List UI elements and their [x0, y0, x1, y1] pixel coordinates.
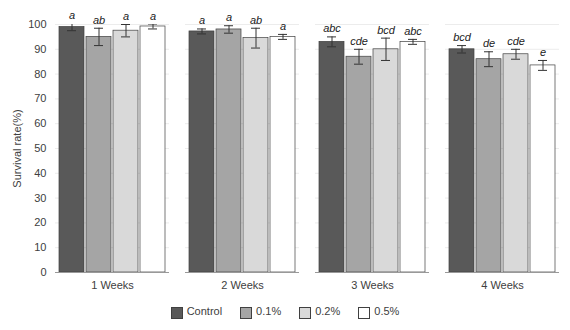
svg-text:ab: ab [93, 14, 105, 26]
svg-text:a: a [199, 14, 205, 26]
svg-text:30: 30 [34, 192, 46, 204]
svg-text:de: de [483, 37, 495, 49]
svg-text:10: 10 [34, 241, 46, 253]
svg-text:cde: cde [507, 35, 525, 47]
svg-text:a: a [226, 11, 232, 23]
svg-text:abc: abc [323, 22, 341, 34]
svg-text:a: a [69, 9, 75, 21]
svg-text:3 Weeks: 3 Weeks [351, 279, 394, 291]
svg-text:abc: abc [404, 25, 422, 37]
svg-text:90: 90 [34, 43, 46, 55]
svg-text:4 Weeks: 4 Weeks [481, 279, 524, 291]
svg-text:70: 70 [34, 92, 46, 104]
svg-text:bcd: bcd [377, 24, 396, 36]
svg-text:e: e [540, 46, 546, 58]
html-text:0.1%: 0.1% [256, 305, 282, 318]
svg-text:a: a [123, 10, 129, 22]
svg-text:2 Weeks: 2 Weeks [221, 279, 264, 291]
svg-text:50: 50 [34, 142, 46, 154]
svg-text:Survival rate(%): Survival rate(%) [11, 109, 23, 187]
svg-text:60: 60 [34, 117, 46, 129]
svg-text:a: a [150, 10, 156, 22]
html-text:Control: Control [186, 305, 223, 318]
html-text:0.5%: 0.5% [374, 305, 400, 318]
svg-text:40: 40 [34, 167, 46, 179]
svg-text:20: 20 [34, 216, 46, 228]
svg-text:100: 100 [28, 18, 46, 30]
svg-text:0: 0 [40, 266, 46, 278]
svg-text:bcd: bcd [453, 31, 472, 43]
svg-text:80: 80 [34, 68, 46, 80]
svg-text:1 Weeks: 1 Weeks [91, 279, 134, 291]
svg-text:ab: ab [250, 14, 262, 26]
html-text:0.2%: 0.2% [315, 305, 341, 318]
svg-text:a: a [280, 20, 286, 32]
svg-text:cde: cde [350, 35, 368, 47]
